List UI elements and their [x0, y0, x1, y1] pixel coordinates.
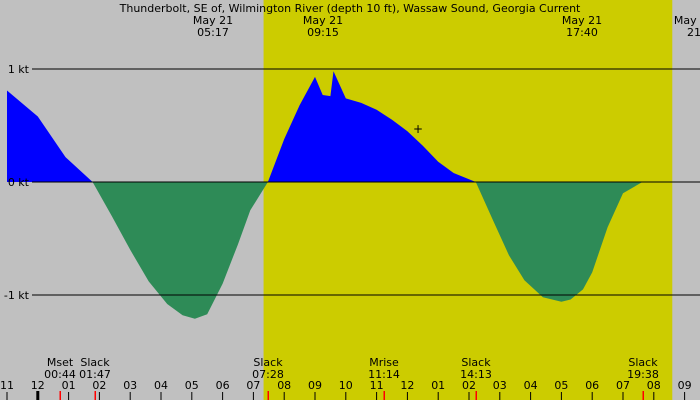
x-tick-label: 09 [308, 379, 322, 392]
x-tick-label: 12 [31, 379, 45, 392]
x-tick-label: 09 [678, 379, 692, 392]
x-tick-mark [98, 392, 100, 400]
x-tick-label: 03 [123, 379, 137, 392]
marker-date: May 21 [193, 14, 233, 27]
x-tick-mark [222, 392, 224, 400]
x-tick-mark [191, 392, 193, 400]
event-time: 14:13 [460, 368, 492, 381]
x-tick-mark [499, 392, 501, 400]
event-name: Mset [47, 356, 74, 369]
flood-area-2 [267, 71, 476, 182]
marker-date: May 21 [303, 14, 343, 27]
x-tick-label: 07 [246, 379, 260, 392]
y-tick-label: 0 kt [8, 176, 30, 189]
event-time: 19:38 [627, 368, 659, 381]
x-tick-mark [68, 392, 70, 400]
event-time: 11:14 [368, 368, 400, 381]
marker-time: 09:15 [307, 26, 339, 39]
x-tick-label: 01 [431, 379, 445, 392]
current-area-series [7, 71, 643, 319]
event-name: Slack [253, 356, 283, 369]
marker-time: 17:40 [566, 26, 598, 39]
ebb-area-1 [92, 182, 268, 319]
x-tick-label: 11 [0, 379, 14, 392]
marker-time: 05:17 [197, 26, 229, 39]
x-tick-mark [591, 392, 593, 400]
x-tick-mark [160, 392, 162, 400]
y-tick-label: 1 kt [8, 63, 30, 76]
event-tick [475, 391, 477, 400]
event-name: Slack [461, 356, 491, 369]
x-tick-mark [653, 392, 655, 400]
x-tick-label: 05 [185, 379, 199, 392]
x-tick-mark [345, 392, 347, 400]
x-tick-mark [684, 392, 686, 400]
event-name: Slack [628, 356, 658, 369]
event-tick [383, 391, 385, 400]
event-time: 00:44 [44, 368, 76, 381]
x-tick-label: 05 [554, 379, 568, 392]
marker-date: May 21 [674, 14, 700, 27]
midnight-marker [36, 391, 40, 400]
event-tick [267, 391, 269, 400]
x-tick-mark [560, 392, 562, 400]
y-tick-labels: 1 kt 0 kt -1 kt [4, 63, 30, 302]
x-tick-label: 01 [62, 379, 76, 392]
x-tick-mark [406, 392, 408, 400]
x-tick-mark [376, 392, 378, 400]
x-tick-label: 06 [216, 379, 230, 392]
y-tick-label: -1 kt [4, 289, 30, 302]
x-tick-label: 08 [277, 379, 291, 392]
x-tick-label: 12 [400, 379, 414, 392]
x-tick-mark [530, 392, 532, 400]
x-tick-mark [252, 392, 254, 400]
event-name: Mrise [369, 356, 399, 369]
event-labels: Mset00:44Slack01:47Slack07:28Mrise11:14S… [44, 356, 659, 400]
x-tick-label: 11 [370, 379, 384, 392]
x-tick-label: 02 [462, 379, 476, 392]
x-tick-label: 06 [585, 379, 599, 392]
ebb-area-3 [475, 182, 643, 302]
x-tick-mark [129, 392, 131, 400]
x-tick-mark [314, 392, 316, 400]
marker-time: 21 [687, 26, 700, 39]
event-name: Slack [80, 356, 110, 369]
flood-area-0 [7, 90, 93, 182]
x-tick-label: 07 [616, 379, 630, 392]
y-gridlines [32, 68, 700, 296]
event-time: 07:28 [252, 368, 284, 381]
x-tick-mark [437, 392, 439, 400]
x-tick-labels: 11 12 01 02 03 04 05 06 07 08 09 10 11 12 01 02 03 04 05 06… [0, 379, 692, 400]
x-tick-mark [622, 392, 624, 400]
x-tick-mark [283, 392, 285, 400]
x-tick-mark [468, 392, 470, 400]
x-tick-label: 04 [154, 379, 168, 392]
marker-date: May 21 [562, 14, 602, 27]
x-tick-label: 10 [339, 379, 353, 392]
x-tick-label: 08 [647, 379, 661, 392]
event-tick [94, 391, 96, 400]
x-tick-label: 02 [92, 379, 106, 392]
x-tick-label: 03 [493, 379, 507, 392]
event-tick [642, 391, 644, 400]
chart-title: Thunderbolt, SE of, Wilmington River (de… [119, 2, 581, 15]
event-time: 01:47 [79, 368, 111, 381]
event-tick [59, 391, 61, 400]
x-tick-mark [6, 392, 8, 400]
crosshair-icon: + [413, 122, 423, 136]
x-tick-label: 04 [524, 379, 538, 392]
